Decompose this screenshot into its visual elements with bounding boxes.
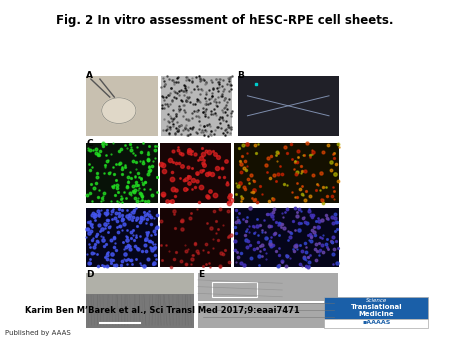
Bar [198,273,338,301]
Bar [160,143,231,203]
Text: A: A [86,71,94,80]
Bar [234,208,339,267]
Bar [86,76,158,136]
Bar [161,76,232,136]
Text: Science: Science [365,298,387,303]
Text: Karim Ben M’Barek et al., Sci Transl Med 2017;9:eaai7471: Karim Ben M’Barek et al., Sci Transl Med… [25,306,299,315]
Text: Medicine: Medicine [358,311,394,316]
Bar [234,143,339,203]
Bar [86,273,194,328]
Bar [324,297,428,319]
Text: Published by AAAS: Published by AAAS [5,330,71,336]
Text: Translational: Translational [351,304,402,310]
Text: D: D [86,270,94,280]
Circle shape [102,98,136,123]
Text: B: B [238,71,244,80]
Text: E: E [198,270,204,280]
Text: ▪AAAAS: ▪AAAAS [362,320,391,325]
Bar [198,273,338,301]
Bar [86,208,158,267]
Bar [161,76,232,136]
Bar [238,76,339,136]
Bar [86,273,194,294]
Bar [238,76,339,136]
Bar [160,208,231,267]
Bar [86,294,194,328]
Bar [198,303,338,328]
Text: Fig. 2 In vitro assessment of hESC-RPE cell sheets.: Fig. 2 In vitro assessment of hESC-RPE c… [56,14,394,26]
Bar [86,143,158,203]
Bar [198,303,338,328]
Text: C: C [86,139,93,148]
Bar [324,319,428,328]
Bar [212,282,256,297]
Bar [86,76,158,136]
